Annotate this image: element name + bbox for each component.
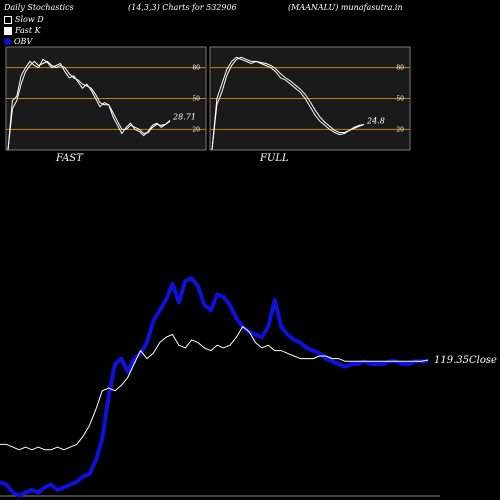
fast-last-value-label: 28.71 — [172, 112, 196, 121]
slow-d-swatch — [4, 15, 12, 24]
fast-k-label: Fast K — [15, 26, 41, 35]
header-left: Daily Stochastics — [4, 3, 74, 12]
close-line — [0, 326, 429, 451]
obv-swatch — [4, 38, 11, 45]
fast-series-1 — [7, 60, 171, 151]
full-panel-title: FULL — [260, 153, 289, 164]
fast-ytick-20: 20 — [192, 126, 200, 133]
full-last-value-label: 24.8 — [366, 116, 385, 125]
legend-fast-k: Fast K — [4, 25, 44, 36]
full-ytick-80: 80 — [396, 65, 404, 72]
obv-line — [0, 276, 428, 498]
fast-ytick-80: 80 — [192, 65, 200, 72]
full-ytick-50: 50 — [396, 96, 404, 103]
legend-slow-d: Slow D — [4, 14, 44, 25]
fast-panel-title: FAST — [56, 153, 83, 164]
slow-d-label: Slow D — [15, 15, 44, 24]
full-series-1 — [211, 56, 365, 151]
fast-k-swatch — [4, 26, 12, 35]
close-last-value-label: 119.35Close — [434, 355, 497, 366]
legend-obv: OBV — [4, 36, 44, 47]
obv-label: OBV — [14, 37, 33, 46]
legend: Slow D Fast K OBV — [4, 14, 44, 47]
header-center: (14,3,3) Charts for 532906 — [128, 3, 237, 12]
fast-ytick-50: 50 — [192, 96, 200, 103]
header-right: (MAANALU) munafasutra.in — [288, 3, 403, 12]
full-series-0 — [211, 56, 365, 151]
full-ytick-20: 20 — [396, 126, 404, 133]
